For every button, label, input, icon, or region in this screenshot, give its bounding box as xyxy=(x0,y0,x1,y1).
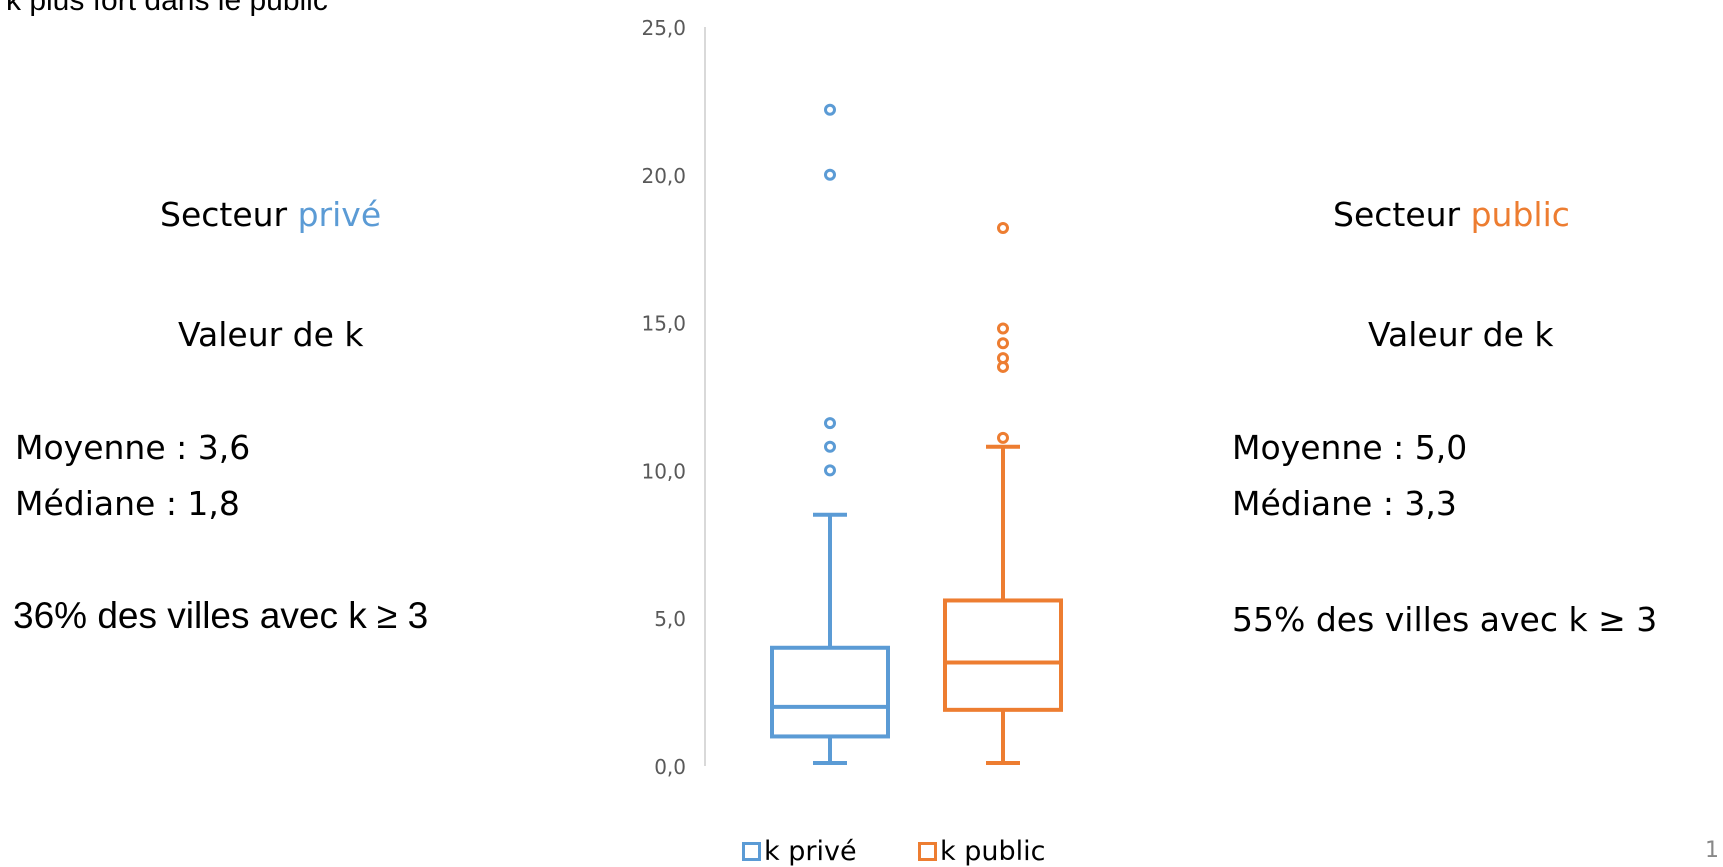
right-value-label: Valeur de k xyxy=(1368,315,1554,354)
right-median: Médiane : 3,3 xyxy=(1232,484,1457,523)
outlier-point-public xyxy=(997,222,1009,235)
left-mean: Moyenne : 3,6 xyxy=(15,428,251,467)
box-public xyxy=(943,598,1063,712)
outlier-point-prive xyxy=(824,417,836,430)
left-sector-name: privé xyxy=(297,195,382,234)
legend-swatch-public xyxy=(918,842,937,861)
outlier-point-prive xyxy=(824,103,836,116)
right-sector-prefix: Secteur xyxy=(1333,195,1471,234)
left-sector-heading: Secteur privé xyxy=(160,195,381,234)
y-tick-label: 15,0 xyxy=(641,312,686,336)
right-mean: Moyenne : 5,0 xyxy=(1232,428,1468,467)
right-sector-name: public xyxy=(1470,195,1570,234)
y-tick-label: 20,0 xyxy=(641,164,686,188)
outlier-point-public xyxy=(997,322,1009,335)
y-tick-label: 0,0 xyxy=(654,755,686,779)
outlier-point-prive xyxy=(824,440,836,453)
legend-label-public: k public xyxy=(940,836,1046,867)
right-sector-heading: Secteur public xyxy=(1333,195,1570,234)
outlier-point-public xyxy=(997,431,1009,444)
outlier-point-prive xyxy=(824,464,836,477)
slide-title: k plus fort dans le public xyxy=(6,0,328,17)
legend-swatch-prive xyxy=(742,842,761,861)
y-tick-label: 10,0 xyxy=(641,459,686,483)
outlier-point-prive xyxy=(824,168,836,181)
box-prive xyxy=(770,645,890,739)
page-number: 1 xyxy=(1705,838,1719,863)
right-share: 55% des villes avec k ≥ 3 xyxy=(1232,600,1658,639)
outlier-point-public xyxy=(997,337,1009,350)
y-tick-label: 25,0 xyxy=(641,16,686,40)
left-value-label: Valeur de k xyxy=(178,315,364,354)
legend-item-prive: k privé xyxy=(742,836,857,867)
outlier-point-public xyxy=(997,352,1009,365)
left-median: Médiane : 1,8 xyxy=(15,484,240,523)
legend-label-prive: k privé xyxy=(764,836,857,867)
legend-item-public: k public xyxy=(918,836,1045,867)
left-sector-prefix: Secteur xyxy=(160,195,298,234)
left-share: 36% des villes avec k ≥ 3 xyxy=(13,595,429,636)
y-tick-label: 5,0 xyxy=(654,607,686,631)
